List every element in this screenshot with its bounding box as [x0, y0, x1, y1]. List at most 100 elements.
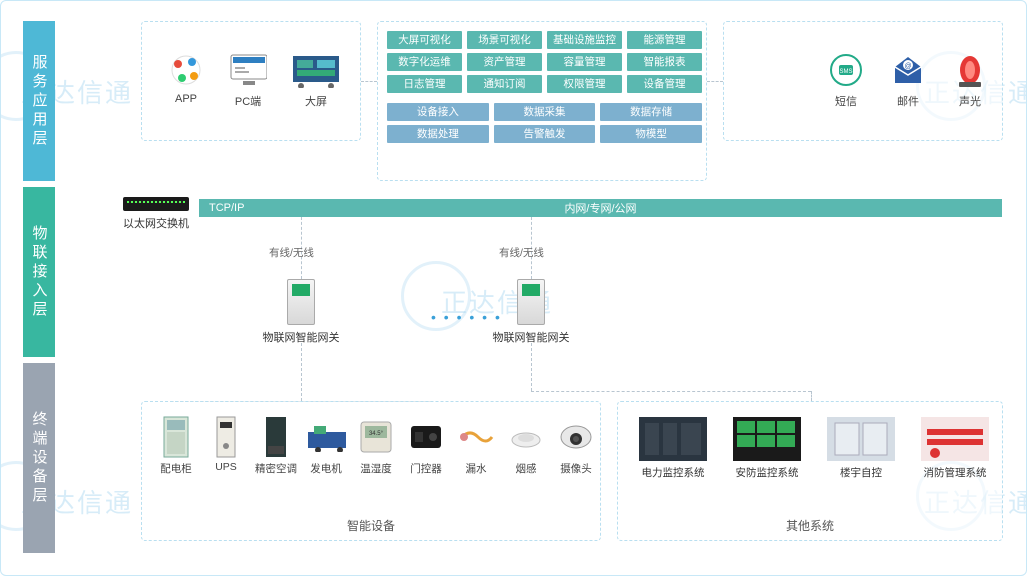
device-6: 漏水 — [453, 417, 499, 476]
alert-label: 声光 — [945, 93, 995, 109]
function-cell: 权限管理 — [547, 75, 622, 93]
function-cell: 智能报表 — [627, 53, 702, 71]
device-2: 精密空调 — [253, 417, 299, 476]
device-0: 配电柜 — [153, 417, 199, 476]
function-cell: 资产管理 — [467, 53, 542, 71]
group-label-other: 其他系统 — [617, 517, 1003, 534]
system-thumb — [733, 417, 801, 461]
architecture-diagram: 正达信通 正达信通 正达信通 正达信通 正达信通 服务应用层 物联接入层 终端设… — [0, 0, 1027, 576]
ethernet-switch: 以太网交换机 — [121, 197, 191, 231]
device-label: 温湿度 — [353, 461, 399, 476]
svg-text:SMS: SMS — [839, 69, 852, 75]
conn-line — [531, 391, 811, 392]
system-thumb — [827, 417, 895, 461]
conn-line — [707, 81, 723, 82]
function-cell: 物模型 — [600, 125, 702, 143]
client-label: 大屏 — [287, 93, 345, 109]
svg-text:34.5°: 34.5° — [369, 431, 384, 437]
client-bigscreen: 大屏 — [287, 51, 345, 109]
alert-label: 短信 — [821, 93, 871, 109]
layer-label-service: 服务应用层 — [23, 21, 55, 181]
client-app: APP — [161, 51, 211, 105]
device-7: 烟感 — [503, 417, 549, 476]
conn-line — [531, 343, 532, 391]
device-label: 漏水 — [453, 461, 499, 476]
function-cell: 设备接入 — [387, 103, 489, 121]
device-icon: 34.5° — [356, 417, 396, 457]
svg-text:@: @ — [904, 63, 911, 70]
conn-label: 有线/无线 — [499, 245, 544, 260]
device-label: 精密空调 — [253, 461, 299, 476]
app-icon — [167, 51, 205, 89]
device-icon — [406, 417, 446, 457]
conn-line — [361, 81, 377, 82]
bigscreen-icon — [291, 51, 341, 89]
alarm-icon — [951, 51, 989, 89]
client-pc: PC端 — [223, 51, 273, 109]
device-icon — [156, 417, 196, 457]
system-thumb — [639, 417, 707, 461]
device-1: UPS — [203, 417, 249, 473]
conn-line — [811, 391, 812, 401]
function-cell: 基础设施监控 — [547, 31, 622, 49]
conn-label: 有线/无线 — [269, 245, 314, 260]
device-5: 门控器 — [403, 417, 449, 476]
device-icon — [306, 417, 346, 457]
device-label: 摄像头 — [553, 461, 599, 476]
gateway-icon — [287, 279, 315, 325]
device-label: 配电柜 — [153, 461, 199, 476]
device-3: 发电机 — [303, 417, 349, 476]
function-cell: 通知订阅 — [467, 75, 542, 93]
alert-label: 邮件 — [883, 93, 933, 109]
system-label: 安防监控系统 — [727, 465, 807, 480]
ellipsis-dots: • • • • • • — [431, 309, 502, 325]
alert-mail: @ 邮件 — [883, 51, 933, 109]
device-4: 34.5° 温湿度 — [353, 417, 399, 476]
sms-icon: SMS — [827, 51, 865, 89]
function-cell: 场景可视化 — [467, 31, 542, 49]
network-bar: TCP/IP 内网/专网/公网 — [199, 199, 1002, 217]
device-label: 烟感 — [503, 461, 549, 476]
device-icon — [506, 417, 546, 457]
system-1: 安防监控系统 — [727, 417, 807, 480]
system-3: 消防管理系统 — [915, 417, 995, 480]
protocol-label: TCP/IP — [209, 202, 244, 214]
device-label: 发电机 — [303, 461, 349, 476]
function-cell: 数字化运维 — [387, 53, 462, 71]
conn-line — [301, 343, 302, 401]
system-thumb — [921, 417, 989, 461]
system-label: 消防管理系统 — [915, 465, 995, 480]
function-cell: 设备管理 — [627, 75, 702, 93]
device-icon — [206, 417, 246, 457]
function-cell: 容量管理 — [547, 53, 622, 71]
system-label: 电力监控系统 — [633, 465, 713, 480]
alert-sms: SMS 短信 — [821, 51, 871, 109]
function-cell: 数据存储 — [600, 103, 702, 121]
gateway-icon — [517, 279, 545, 325]
layer-label-iot: 物联接入层 — [23, 187, 55, 357]
system-2: 楼宇自控 — [821, 417, 901, 480]
device-icon — [256, 417, 296, 457]
layer-label-terminal: 终端设备层 — [23, 363, 55, 553]
pc-icon — [229, 51, 267, 89]
device-8: 摄像头 — [553, 417, 599, 476]
switch-label: 以太网交换机 — [121, 215, 191, 231]
client-label: APP — [161, 93, 211, 105]
function-cell: 告警触发 — [494, 125, 596, 143]
function-cell: 数据处理 — [387, 125, 489, 143]
network-label: 内网/专网/公网 — [564, 200, 636, 216]
function-cell: 大屏可视化 — [387, 31, 462, 49]
mail-icon: @ — [889, 51, 927, 89]
device-label: 门控器 — [403, 461, 449, 476]
client-label: PC端 — [223, 93, 273, 109]
iot-gateway: 物联网智能网关 — [241, 279, 361, 345]
system-0: 电力监控系统 — [633, 417, 713, 480]
alert-light: 声光 — [945, 51, 995, 109]
switch-icon — [123, 197, 189, 211]
function-cell: 数据采集 — [494, 103, 596, 121]
system-label: 楼宇自控 — [821, 465, 901, 480]
function-cell: 能源管理 — [627, 31, 702, 49]
group-label-smart: 智能设备 — [141, 517, 601, 534]
device-icon — [556, 417, 596, 457]
function-cell: 日志管理 — [387, 75, 462, 93]
